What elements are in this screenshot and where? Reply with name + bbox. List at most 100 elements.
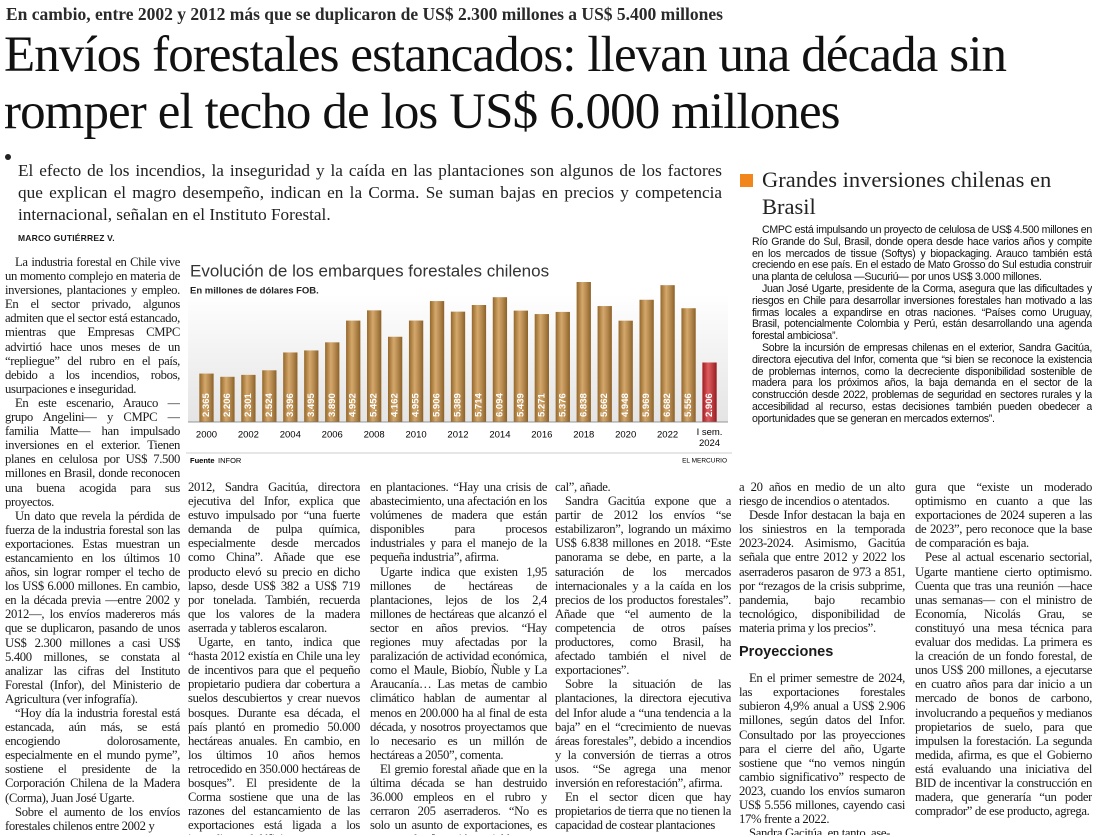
- value-label: 4.955: [411, 393, 422, 417]
- value-label: 5.556: [683, 393, 694, 417]
- bar-shade: [408, 320, 424, 422]
- value-label: 6.094: [494, 393, 505, 417]
- value-label: 5.376: [557, 393, 568, 417]
- text-column: en plantaciones. “Hay una crisis de abas…: [370, 480, 547, 835]
- bar-shade: [387, 336, 403, 422]
- credit: EL MERCURIO: [682, 458, 727, 465]
- x-tick-label: 2010: [406, 430, 427, 441]
- subheadline: El efecto de los incendios, la insegurid…: [18, 161, 722, 224]
- value-label: 2.301: [243, 393, 254, 417]
- sidebar-title: Grandes inversiones chilenas en Brasil: [762, 167, 1052, 219]
- x-tick-label: 2000: [196, 430, 217, 441]
- bar-shade: [660, 285, 675, 422]
- bar-shade: [283, 352, 298, 422]
- paragraph: Un dato que revela la pérdida de fuerza …: [5, 508, 180, 706]
- value-label: 5.452: [369, 393, 380, 417]
- paragraph: Pese al actual escenario sectorial, Ugar…: [915, 550, 1092, 819]
- bar-shade: [639, 299, 654, 422]
- sidebar-marker: [740, 174, 753, 187]
- value-label: 3.396: [285, 393, 296, 417]
- text-column: a 20 años en medio de un alto riesgo de …: [739, 480, 905, 835]
- bar-shade: [367, 310, 382, 422]
- value-label: 3.495: [306, 393, 317, 417]
- source: INFOR: [218, 456, 242, 465]
- bar-shade: [681, 308, 696, 422]
- value-label: 2.206: [222, 393, 233, 417]
- x-tick-label: 2014: [489, 430, 510, 441]
- paragraph: Sandra Gacitúa expone que a partir de 20…: [555, 494, 731, 678]
- value-label: 3.890: [327, 393, 338, 417]
- paragraph: “Hoy día la industria forestal está esta…: [5, 706, 180, 805]
- value-label: 5.662: [599, 393, 610, 417]
- section-heading: Proyecciones: [739, 644, 834, 661]
- paragraph: En el sector dicen que hay propietarios …: [555, 790, 731, 833]
- value-label: 5.906: [432, 393, 443, 417]
- bar-shade: [450, 311, 466, 422]
- x-tick-label: 2012: [447, 430, 468, 441]
- value-label: 4.952: [348, 393, 359, 417]
- paragraph: en plantaciones. “Hay una crisis de abas…: [370, 480, 547, 565]
- bar-shade: [429, 301, 445, 422]
- kicker: En cambio, entre 2002 y 2012 más que se …: [6, 4, 723, 24]
- paragraph: En este escenario, Arauco —grupo Angelin…: [5, 395, 180, 509]
- bar-shade: [492, 297, 508, 422]
- x-tick-label: 2006: [322, 430, 343, 441]
- paragraph: 2012, Sandra Gacitúa, directora ejecutiv…: [188, 480, 360, 635]
- bar-shade: [576, 282, 591, 422]
- paragraph: Desde Infor destacan la baja en los sini…: [739, 508, 905, 635]
- paragraph: El gremio forestal añade que en la últim…: [370, 761, 547, 835]
- value-label: 6.838: [578, 393, 589, 417]
- value-label: 6.682: [662, 393, 673, 417]
- paragraph: CMPC está impulsando un proyecto de celu…: [752, 225, 1092, 284]
- x-tick-label: 2016: [531, 430, 552, 441]
- paragraph: La industria forestal en Chile vive un m…: [5, 255, 180, 396]
- paragraph: En el primer semestre de 2024, las expor…: [739, 671, 905, 827]
- x-tick-label: 2008: [364, 430, 385, 441]
- value-label: 2.524: [264, 393, 275, 417]
- x-tick-label: 2002: [238, 430, 259, 441]
- paragraph: a 20 años en medio de un alto riesgo de …: [739, 480, 905, 509]
- paragraph: Ugarte indica que existen 1,95 millones …: [370, 564, 547, 762]
- bar-shade: [555, 311, 570, 422]
- bar-shade: [346, 320, 361, 422]
- chart-title: Evolución de los embarques forestales ch…: [190, 261, 549, 280]
- text-column: gura que “existe un moderado optimismo e…: [915, 480, 1092, 835]
- value-label: 5.439: [515, 393, 526, 417]
- bar-shade: [471, 305, 487, 422]
- text-column: La industria forestal en Chile vive un m…: [5, 255, 180, 835]
- bar-shade: [513, 310, 529, 422]
- value-label: 4.948: [620, 393, 631, 417]
- bar-shade: [325, 342, 340, 422]
- headline: Envíos forestales estancados: llevan una…: [4, 27, 1007, 140]
- value-label: 5.271: [536, 393, 547, 417]
- paragraph: gura que “existe un moderado optimismo e…: [915, 480, 1092, 551]
- x-tick-label: 2018: [573, 430, 594, 441]
- bar-shade: [702, 362, 717, 422]
- bar-shade: [241, 374, 256, 422]
- value-label: 2.906: [704, 393, 715, 417]
- sidebar-body: CMPC está impulsando un proyecto de celu…: [752, 225, 1092, 473]
- chart-subtitle: En millones de dólares FOB.: [190, 286, 319, 297]
- paragraph: Sandra Gacitúa, en tanto, ase-: [749, 826, 890, 835]
- paragraph: cal”, añade.: [555, 480, 611, 494]
- x-tick-label: 2020: [615, 430, 636, 441]
- bar-shade: [199, 373, 214, 422]
- paragraph: Ugarte, en tanto, indica que “hasta 2012…: [188, 635, 360, 835]
- x-tick-label: I sem. 2024: [697, 427, 723, 449]
- bar-shade: [262, 370, 277, 422]
- chart: Evolución de los embarques forestales ch…: [186, 261, 732, 465]
- paragraph: Juan José Ugarte, presidente de la Corma…: [752, 282, 1092, 343]
- text-column: 2012, Sandra Gacitúa, directora ejecutiv…: [188, 480, 360, 835]
- text-column: cal”, añade. Sandra Gacitúa expone que a …: [555, 480, 731, 835]
- value-label: 2.365: [201, 393, 212, 417]
- x-tick-label: 2022: [657, 430, 678, 441]
- bar-shade: [618, 320, 633, 422]
- bar-shade: [220, 376, 235, 422]
- byline: MARCO GUTIÉRREZ V.: [18, 233, 115, 243]
- paragraph: Sobre la situación de las plantaciones, …: [555, 677, 731, 790]
- value-label: 5.714: [473, 393, 484, 417]
- bar-shade: [304, 350, 319, 422]
- value-label: 5.389: [453, 393, 464, 417]
- value-label: 5.969: [641, 393, 652, 417]
